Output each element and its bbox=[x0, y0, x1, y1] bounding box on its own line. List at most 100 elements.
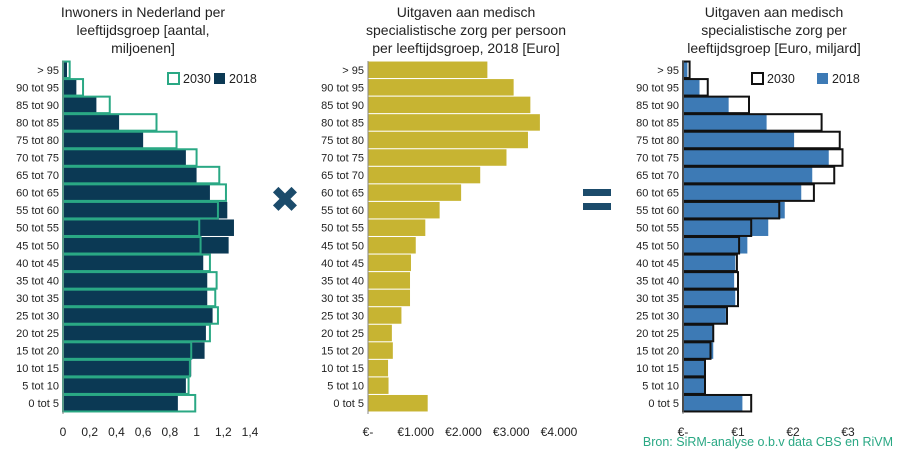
legend-swatch-filled bbox=[817, 73, 828, 84]
bar-2018 bbox=[683, 289, 736, 307]
population-chart: Inwoners in Nederland per leeftijdsgroep … bbox=[16, 4, 258, 439]
category-label: 0 tot 5 bbox=[28, 398, 59, 410]
category-label: 50 tot 55 bbox=[16, 223, 59, 235]
bar-2018 bbox=[63, 61, 68, 79]
x-tick-label: €3 bbox=[841, 425, 855, 439]
bar-2018 bbox=[63, 254, 204, 272]
bar-value bbox=[368, 342, 393, 359]
category-label: 45 tot 50 bbox=[321, 240, 364, 252]
bar-2018 bbox=[683, 219, 769, 236]
bar-2018 bbox=[63, 289, 208, 307]
category-label: 20 tot 25 bbox=[16, 328, 59, 340]
category-label: 35 tot 40 bbox=[321, 275, 364, 287]
category-label: 80 tot 85 bbox=[16, 117, 59, 129]
chart-title-line: specialistische zorg per bbox=[701, 22, 847, 38]
category-label: 20 tot 25 bbox=[321, 328, 364, 340]
x-tick-label: 1,2 bbox=[215, 425, 232, 439]
bar-2018 bbox=[63, 359, 192, 377]
bar-value bbox=[368, 307, 402, 324]
category-label: 5 tot 10 bbox=[327, 381, 364, 393]
chart-title-line: per leeftijdsgroep, 2018 [Euro] bbox=[372, 40, 560, 56]
bar-2018 bbox=[63, 219, 234, 236]
category-label: 50 tot 55 bbox=[321, 223, 364, 235]
category-label: 85 tot 90 bbox=[636, 100, 679, 112]
x-tick-label: 0 bbox=[60, 425, 67, 439]
legend-label: 2018 bbox=[832, 72, 860, 86]
x-tick-label: 1 bbox=[193, 425, 200, 439]
bar-2018 bbox=[683, 394, 743, 412]
bar-2018 bbox=[683, 201, 785, 219]
category-label: 70 tot 75 bbox=[636, 153, 679, 165]
x-tick-label: 0,8 bbox=[162, 425, 179, 439]
category-label: 70 tot 75 bbox=[321, 153, 364, 165]
category-label: 35 tot 40 bbox=[16, 275, 59, 287]
equals-operator-icon bbox=[583, 189, 611, 210]
multiply-operator-icon: ✖ bbox=[270, 180, 300, 221]
category-label: 15 tot 20 bbox=[636, 346, 679, 358]
bar-2018 bbox=[63, 342, 205, 359]
x-tick-label: €2.000 bbox=[445, 425, 482, 439]
category-label: 20 tot 25 bbox=[636, 328, 679, 340]
category-label: > 95 bbox=[342, 65, 364, 77]
bar-2018 bbox=[63, 201, 228, 219]
category-label: 10 tot 15 bbox=[321, 363, 364, 375]
x-tick-label: 0,6 bbox=[135, 425, 152, 439]
category-label: 25 tot 30 bbox=[636, 310, 679, 322]
bar-2018 bbox=[683, 166, 813, 184]
category-label: 50 tot 55 bbox=[636, 223, 679, 235]
category-label: 75 tot 80 bbox=[16, 135, 59, 147]
category-label: 80 tot 85 bbox=[636, 117, 679, 129]
bar-value bbox=[368, 324, 392, 342]
bar-value bbox=[368, 184, 462, 201]
source-note: Bron: SiRM-analyse o.b.v data CBS en RiV… bbox=[643, 435, 893, 449]
x-tick-label: €- bbox=[363, 425, 374, 439]
category-label: 55 tot 60 bbox=[16, 205, 59, 217]
bar-2018 bbox=[63, 149, 186, 166]
category-label: 40 tot 45 bbox=[636, 258, 679, 270]
x-tick-label: 1,4 bbox=[242, 425, 259, 439]
legend-label: 2030 bbox=[183, 72, 211, 86]
bar-value bbox=[368, 377, 389, 394]
category-label: 65 tot 70 bbox=[321, 170, 364, 182]
bar-2018 bbox=[683, 114, 767, 131]
bar-2018 bbox=[683, 149, 829, 166]
spending-per-person-chart: Uitgaven aan medisch specialistische zorg… bbox=[321, 4, 578, 439]
x-tick-label: €2 bbox=[786, 425, 800, 439]
chart-title-line: Inwoners in Nederland per bbox=[61, 4, 226, 20]
bar-2018 bbox=[683, 254, 736, 272]
x-tick-label: 0,4 bbox=[108, 425, 125, 439]
x-tick-label: €1 bbox=[731, 425, 745, 439]
category-label: 15 tot 20 bbox=[16, 346, 59, 358]
bar-2018 bbox=[63, 184, 210, 201]
chart-title-line: miljoenen] bbox=[111, 40, 175, 56]
category-label: 55 tot 60 bbox=[321, 205, 364, 217]
bar-2018 bbox=[63, 307, 213, 324]
category-label: 90 tot 95 bbox=[16, 82, 59, 94]
category-label: 30 tot 35 bbox=[16, 293, 59, 305]
category-label: 10 tot 15 bbox=[636, 363, 679, 375]
category-label: 75 tot 80 bbox=[636, 135, 679, 147]
x-tick-label: 0,2 bbox=[81, 425, 98, 439]
category-label: 15 tot 20 bbox=[321, 346, 364, 358]
x-tick-label: €- bbox=[678, 425, 689, 439]
bar-2018 bbox=[63, 166, 197, 184]
x-tick-label: €1.000 bbox=[397, 425, 434, 439]
category-label: 35 tot 40 bbox=[636, 275, 679, 287]
category-label: 30 tot 35 bbox=[321, 293, 364, 305]
bar-2018 bbox=[63, 114, 120, 131]
bar-value bbox=[368, 219, 426, 236]
category-label: 45 tot 50 bbox=[16, 240, 59, 252]
x-tick-label: €4.000 bbox=[541, 425, 578, 439]
bar-2018 bbox=[683, 61, 688, 79]
bar-2018 bbox=[683, 96, 729, 114]
chart-title-line: leeftijdsgroep [Euro, miljard] bbox=[687, 40, 861, 56]
bar-2018 bbox=[683, 272, 735, 289]
category-label: 75 tot 80 bbox=[321, 135, 364, 147]
legend-label: 2018 bbox=[229, 72, 257, 86]
bar-value bbox=[368, 166, 481, 184]
category-label: 65 tot 70 bbox=[636, 170, 679, 182]
bar-2018 bbox=[63, 237, 229, 254]
bar-value bbox=[368, 237, 416, 254]
category-label: 60 tot 65 bbox=[16, 188, 59, 200]
bar-value bbox=[368, 131, 528, 149]
